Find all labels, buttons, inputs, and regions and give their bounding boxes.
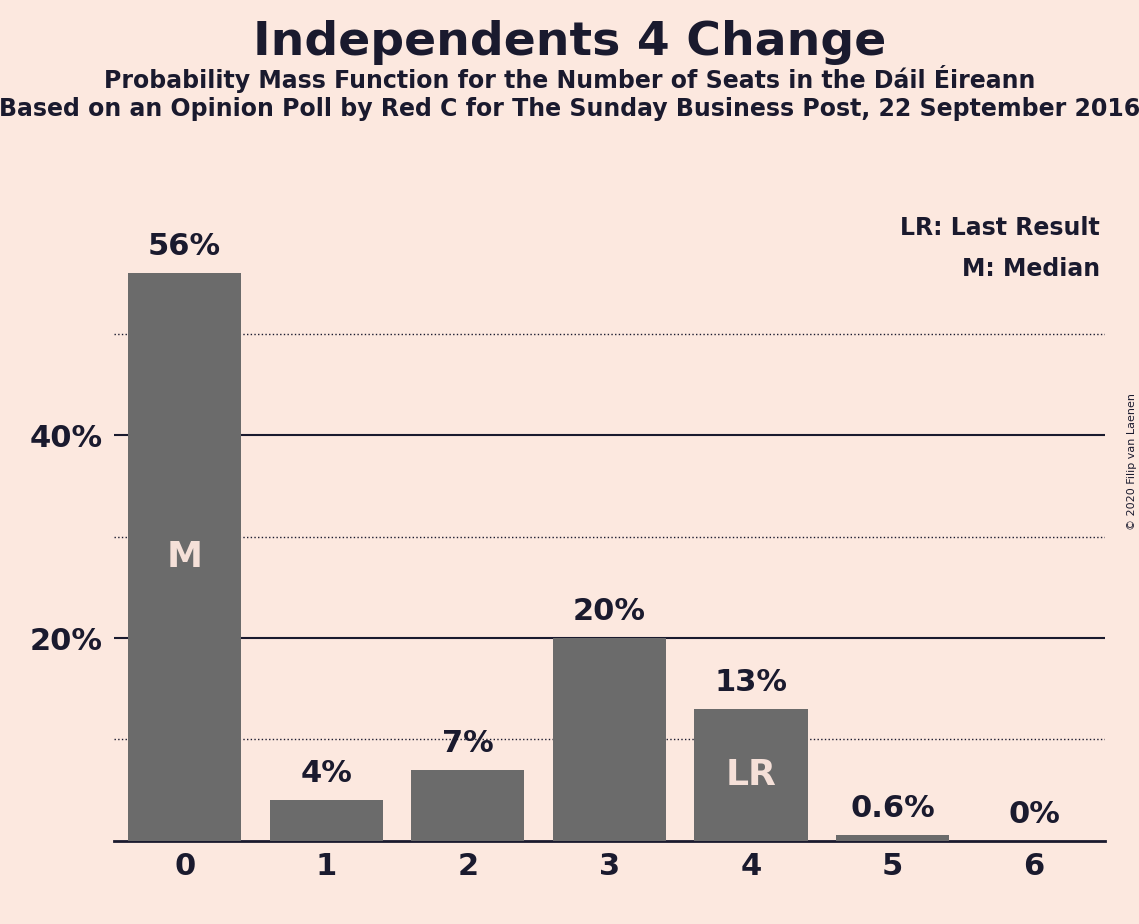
Bar (695, 709, 808, 841)
Text: 13%: 13% (714, 668, 787, 697)
Text: 56%: 56% (148, 232, 221, 261)
Text: 4%: 4% (301, 760, 352, 788)
Text: 20%: 20% (573, 597, 646, 626)
Text: LR: Last Result: LR: Last Result (900, 215, 1100, 239)
Bar (836, 834, 949, 841)
Text: 0%: 0% (1008, 799, 1060, 829)
Bar (411, 770, 524, 841)
Text: Based on an Opinion Poll by Red C for The Sunday Business Post, 22 September 201: Based on an Opinion Poll by Red C for Th… (0, 97, 1139, 121)
Bar (128, 274, 241, 841)
Bar (270, 800, 383, 841)
Text: 7%: 7% (442, 729, 493, 758)
Text: 0.6%: 0.6% (850, 794, 935, 822)
Text: LR: LR (726, 758, 777, 792)
Text: M: M (166, 541, 203, 574)
Text: Probability Mass Function for the Number of Seats in the Dáil Éireann: Probability Mass Function for the Number… (104, 65, 1035, 92)
Text: Independents 4 Change: Independents 4 Change (253, 20, 886, 66)
Text: M: Median: M: Median (961, 257, 1100, 281)
Bar (552, 638, 666, 841)
Text: © 2020 Filip van Laenen: © 2020 Filip van Laenen (1126, 394, 1137, 530)
